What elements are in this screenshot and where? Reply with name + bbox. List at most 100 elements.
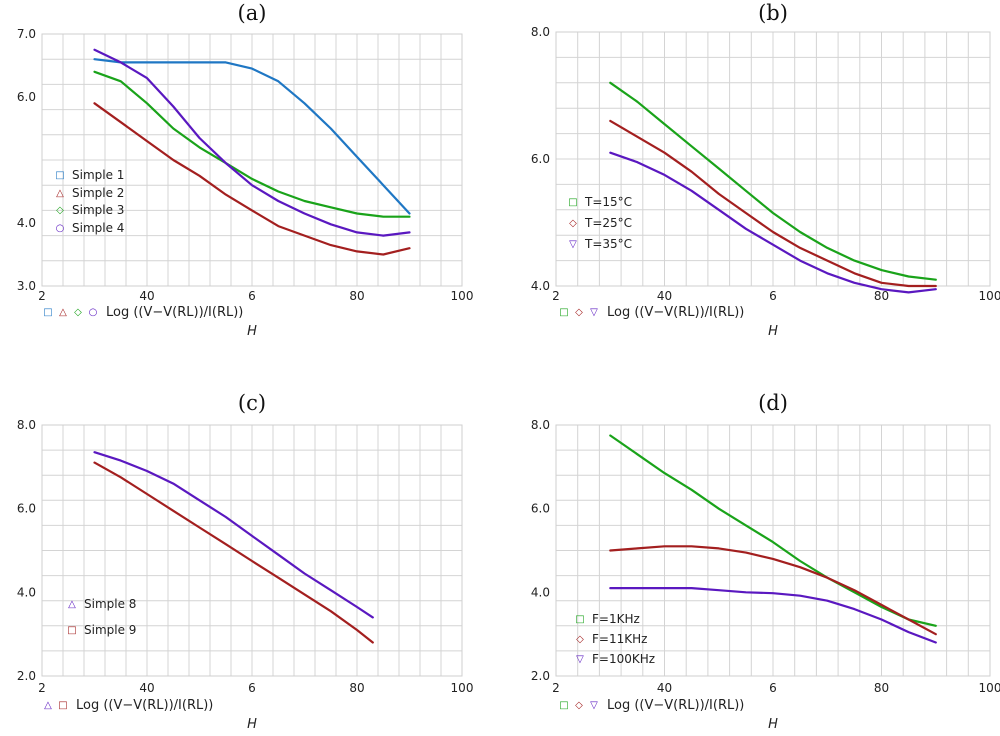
- axis-legend-marker-icon: △: [59, 307, 67, 318]
- legend-marker-icon: □: [67, 625, 76, 636]
- y-tick-label: 8.0: [531, 418, 550, 432]
- y-axis-label: Log ((V−V(RL))/I(RL)): [607, 698, 744, 713]
- x-axis-label: H: [768, 324, 778, 339]
- series-line-2: [93, 102, 411, 256]
- axis-legend-marker-icon: ◇: [575, 307, 583, 318]
- x-tick-label: 2: [38, 681, 46, 695]
- chart-panel-3: (c) 2 40 6 80 100 2.0 4.0 6.0 8.0 △ Simple 8 □ Simple…: [17, 391, 474, 732]
- plot-area-border: [41, 424, 463, 677]
- x-tick-label: 2: [38, 289, 46, 303]
- series-line-3: [609, 151, 937, 294]
- legend-marker-icon: □: [568, 197, 577, 208]
- axis-legend-marker-icon: △: [44, 700, 52, 711]
- legend-entry: T=35°C: [584, 237, 632, 251]
- series-line-1: [93, 58, 411, 215]
- series-line-1: [609, 434, 937, 627]
- plot-area-border: [555, 424, 991, 677]
- plot-area-border: [41, 33, 463, 287]
- y-tick-label: 2.0: [531, 669, 550, 683]
- x-tick-label: 100: [979, 289, 1000, 303]
- x-axis-label: H: [247, 717, 257, 732]
- chart-panel-1: (a) 2 40 6 80 100 3.0 4.0 6.0 7.0 □ Simple 1 △ Simple…: [17, 1, 474, 339]
- legend-marker-icon: ◇: [569, 218, 577, 229]
- x-tick-label: 40: [139, 681, 154, 695]
- panel-title: (b): [758, 1, 788, 25]
- y-tick-label: 6.0: [531, 152, 550, 166]
- panel-title: (c): [238, 391, 266, 415]
- axis-legend-marker-icon: ○: [89, 307, 98, 318]
- y-tick-label: 4.0: [531, 279, 550, 293]
- x-tick-label: 100: [451, 289, 474, 303]
- axis-legend-marker-icon: ▽: [590, 307, 598, 318]
- y-axis-label: Log ((V−V(RL))/I(RL)): [607, 305, 744, 320]
- y-tick-label: 8.0: [17, 418, 36, 432]
- chart-panel-2: (b) 2 40 6 80 100 4.0 6.0 8.0 □ T=15°C ◇ T=25°C ▽ T=35…: [531, 1, 1000, 339]
- series-line-2: [609, 545, 937, 636]
- series-line-2: [93, 461, 374, 644]
- legend-entry: Simple 3: [72, 203, 124, 217]
- x-tick-label: 80: [349, 289, 364, 303]
- x-tick-label: 6: [769, 289, 777, 303]
- axis-legend-marker-icon: ◇: [575, 700, 583, 711]
- series-line-3: [93, 70, 411, 218]
- legend-marker-icon: △: [56, 188, 64, 199]
- x-tick-label: 6: [248, 289, 256, 303]
- legend-entry: Simple 8: [84, 597, 136, 611]
- axis-legend-marker-icon: □: [559, 307, 568, 318]
- x-axis-label: H: [247, 324, 257, 339]
- legend-marker-icon: □: [575, 614, 584, 625]
- legend-marker-icon: ▽: [569, 239, 577, 250]
- legend-entry: T=15°C: [584, 195, 632, 209]
- y-tick-label: 2.0: [17, 669, 36, 683]
- chart-panel-4: (d) 2 40 6 80 100 2.0 4.0 6.0 8.0 □ F=1KHz ◇ F=11KHz ▽…: [531, 391, 1000, 732]
- y-tick-label: 4.0: [531, 585, 550, 599]
- x-tick-label: 6: [769, 681, 777, 695]
- legend-marker-icon: ▽: [576, 654, 584, 665]
- y-tick-label: 4.0: [17, 216, 36, 230]
- x-tick-label: 80: [349, 681, 364, 695]
- x-tick-label: 6: [248, 681, 256, 695]
- x-tick-label: 80: [874, 289, 889, 303]
- y-tick-label: 8.0: [531, 25, 550, 39]
- panel-title: (d): [758, 391, 788, 415]
- y-tick-label: 6.0: [17, 90, 36, 104]
- legend-entry: F=11KHz: [592, 632, 647, 646]
- y-tick-label: 7.0: [17, 27, 36, 41]
- x-tick-label: 100: [979, 681, 1000, 695]
- axis-legend-marker-icon: □: [58, 700, 67, 711]
- panel-title: (a): [238, 1, 267, 25]
- legend-entry: Simple 4: [72, 221, 124, 235]
- series-line-3: [609, 587, 937, 644]
- axis-legend-marker-icon: □: [559, 700, 568, 711]
- y-tick-label: 4.0: [17, 585, 36, 599]
- legend-entry: Simple 1: [72, 168, 124, 182]
- x-tick-label: 2: [552, 681, 560, 695]
- series-line-1: [609, 81, 937, 281]
- plot-area-border: [555, 31, 991, 287]
- legend-marker-icon: □: [55, 170, 64, 181]
- y-axis-label: Log ((V−V(RL))/I(RL)): [106, 305, 243, 320]
- y-tick-label: 6.0: [531, 502, 550, 516]
- y-tick-label: 3.0: [17, 279, 36, 293]
- legend-marker-icon: ○: [56, 223, 65, 234]
- x-tick-label: 40: [657, 289, 672, 303]
- legend-entry: Simple 9: [84, 623, 136, 637]
- axis-legend-marker-icon: □: [43, 307, 52, 318]
- y-tick-label: 6.0: [17, 502, 36, 516]
- legend-entry: F=1KHz: [592, 612, 640, 626]
- series-line-4: [93, 48, 411, 237]
- axis-legend-marker-icon: ◇: [74, 307, 82, 318]
- axis-legend-marker-icon: ▽: [590, 700, 598, 711]
- series-line-2: [609, 119, 937, 288]
- legend-marker-icon: ◇: [576, 634, 584, 645]
- y-axis-label: Log ((V−V(RL))/I(RL)): [76, 698, 213, 713]
- x-tick-label: 40: [657, 681, 672, 695]
- legend-marker-icon: △: [68, 599, 76, 610]
- x-tick-label: 40: [139, 289, 154, 303]
- legend-entry: Simple 2: [72, 186, 124, 200]
- legend-entry: F=100KHz: [592, 652, 655, 666]
- legend-entry: T=25°C: [584, 216, 632, 230]
- x-tick-label: 2: [552, 289, 560, 303]
- x-tick-label: 80: [874, 681, 889, 695]
